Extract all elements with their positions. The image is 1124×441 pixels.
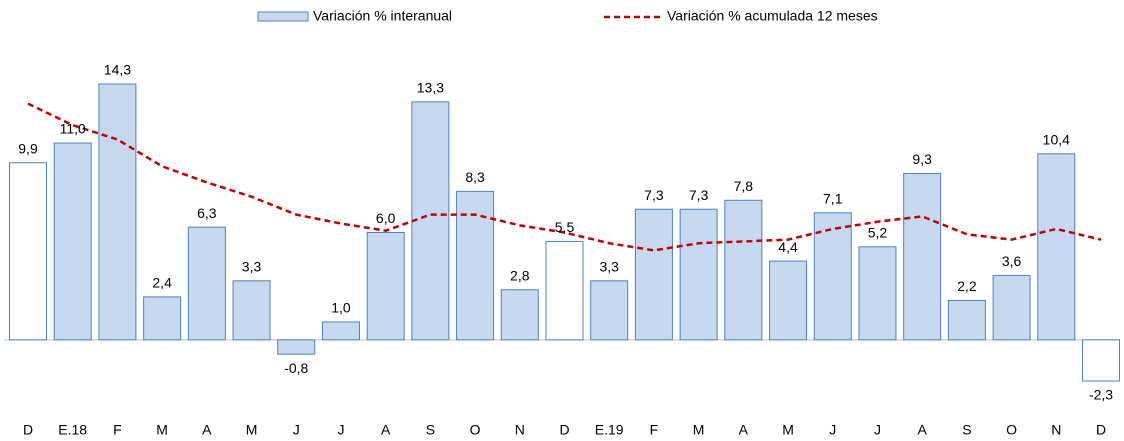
value-label: 5,5 — [555, 219, 575, 235]
value-label: 2,8 — [510, 267, 530, 283]
bar — [903, 172, 942, 341]
bar — [1037, 153, 1076, 341]
x-tick-label: N — [515, 422, 525, 438]
value-label: 6,0 — [376, 210, 396, 226]
x-tick-label: F — [113, 422, 122, 438]
value-label: 7,3 — [644, 187, 664, 203]
value-label: 3,3 — [242, 259, 262, 275]
x-tick-label: O — [470, 422, 481, 438]
value-label: 2,4 — [152, 275, 172, 291]
x-tick-label: D — [559, 422, 569, 438]
value-label: 10,4 — [1043, 131, 1070, 147]
bar — [500, 289, 539, 341]
x-tick-label: N — [1051, 422, 1061, 438]
x-tick-label: A — [381, 422, 391, 438]
bar — [947, 299, 986, 341]
value-label: 1,0 — [331, 300, 351, 316]
bar — [992, 274, 1031, 341]
bar — [277, 339, 316, 355]
value-label: 2,2 — [957, 278, 977, 294]
bar — [590, 280, 629, 341]
bar — [1082, 339, 1120, 382]
value-label: 3,6 — [1002, 253, 1022, 269]
value-label: 7,3 — [689, 187, 709, 203]
legend-swatch — [257, 11, 309, 22]
x-tick-label: M — [782, 422, 794, 438]
x-tick-label: O — [1006, 422, 1017, 438]
x-tick-label: J — [874, 422, 881, 438]
bar — [187, 226, 226, 341]
x-tick-label: E.18 — [58, 422, 87, 438]
value-label: 4,4 — [778, 239, 798, 255]
bar — [679, 208, 718, 341]
value-label: 13,3 — [417, 80, 444, 96]
value-label: 7,1 — [823, 191, 843, 207]
x-tick-label: D — [1096, 422, 1106, 438]
bar — [143, 296, 182, 341]
x-tick-label: M — [156, 422, 168, 438]
x-tick-label: E.19 — [595, 422, 624, 438]
bar — [53, 142, 92, 341]
x-tick-label: S — [426, 422, 435, 438]
value-label: 9,3 — [912, 151, 932, 167]
bar — [9, 162, 47, 341]
bar — [769, 260, 808, 341]
x-tick-label: J — [293, 422, 300, 438]
bar — [98, 83, 137, 341]
value-label: 9,9 — [18, 140, 38, 156]
line — [27, 102, 1102, 252]
x-tick-label: A — [739, 422, 749, 438]
value-label: -2,3 — [1089, 387, 1113, 403]
bar — [321, 321, 360, 341]
bar — [724, 199, 763, 341]
x-tick-label: A — [202, 422, 212, 438]
legend-label: Variación % acumulada 12 meses — [667, 8, 878, 24]
value-label: 11,0 — [60, 121, 86, 137]
bar — [858, 246, 897, 341]
bar — [813, 212, 852, 341]
x-tick-label: S — [962, 422, 971, 438]
x-tick-label: J — [337, 422, 344, 438]
value-label: 6,3 — [197, 205, 217, 221]
x-tick-label: F — [650, 422, 659, 438]
value-label: 8,3 — [465, 169, 485, 185]
x-tick-label: M — [693, 422, 705, 438]
value-label: 3,3 — [599, 259, 619, 275]
bar — [456, 190, 495, 341]
bar — [232, 280, 271, 341]
value-label: -0,8 — [284, 360, 308, 376]
bar — [634, 208, 673, 341]
value-label: 7,8 — [734, 178, 754, 194]
value-label: 14,3 — [104, 62, 131, 78]
value-label: 5,2 — [868, 225, 888, 241]
x-tick-label: A — [917, 422, 927, 438]
legend-label: Variación % interanual — [313, 8, 452, 24]
bar — [411, 101, 450, 341]
x-tick-label: D — [23, 422, 33, 438]
x-tick-label: M — [246, 422, 258, 438]
bar — [545, 240, 584, 341]
x-tick-label: J — [829, 422, 836, 438]
bar — [366, 232, 405, 341]
